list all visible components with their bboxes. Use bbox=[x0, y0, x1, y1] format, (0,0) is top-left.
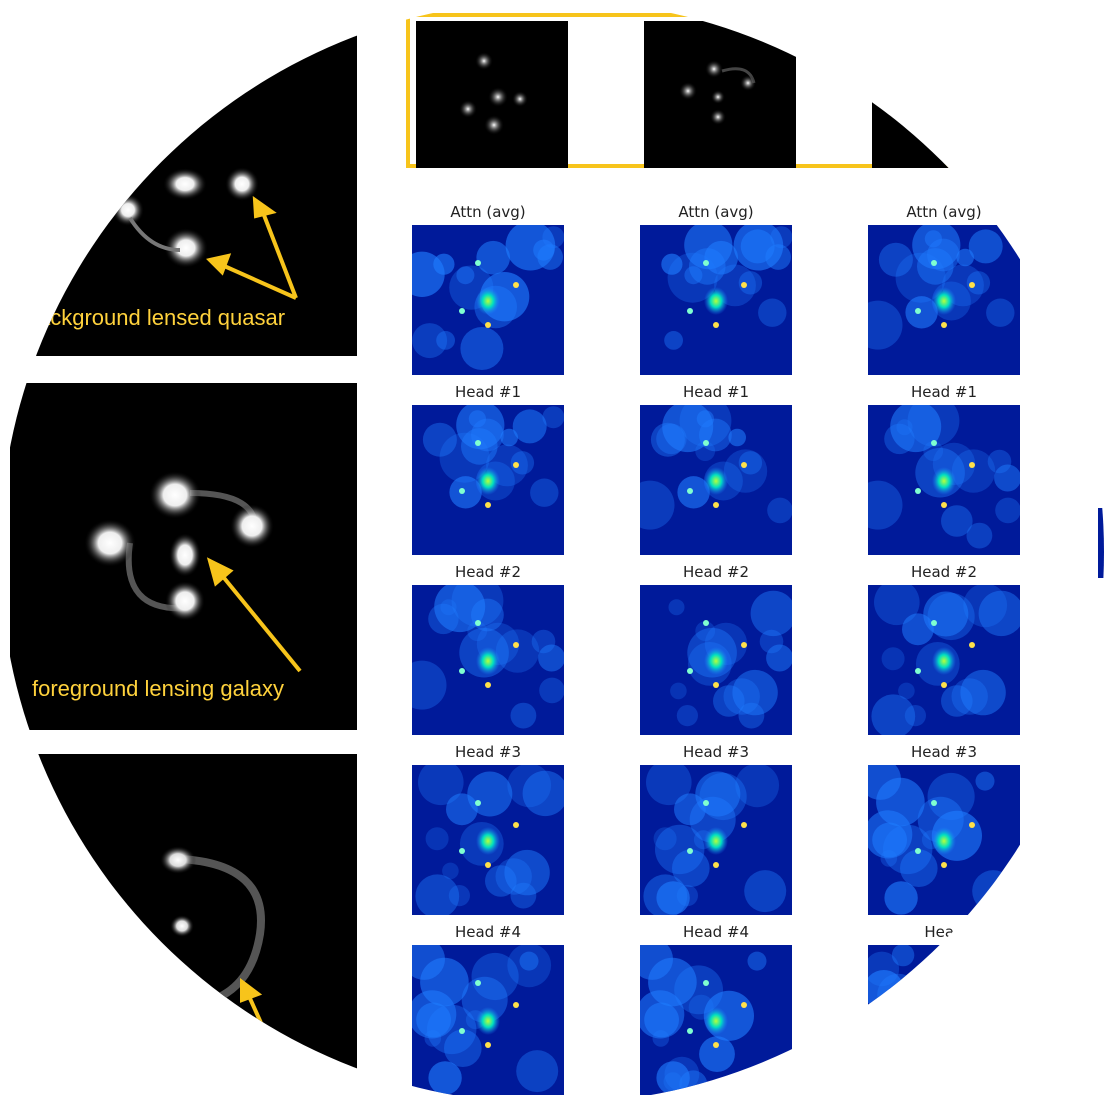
edge-heatmap-sliver bbox=[1098, 508, 1104, 578]
lens-image-bottom bbox=[160, 846, 277, 1055]
input-thumbnail-1 bbox=[416, 21, 568, 168]
attention-heatmap bbox=[412, 585, 564, 735]
attention-heatmap bbox=[412, 945, 564, 1095]
attention-heatmap bbox=[868, 405, 1020, 555]
arrow-icon bbox=[240, 978, 277, 1055]
arrow-icon bbox=[206, 557, 302, 673]
heatmap-title: Attn (avg) bbox=[678, 203, 754, 221]
input-thumbnail-2 bbox=[644, 21, 796, 168]
heatmap-title: Head #4 bbox=[682, 923, 750, 941]
heatmap-title: Head #4 bbox=[454, 923, 522, 941]
heatmap-title: Head #2 bbox=[910, 563, 978, 581]
heatmap-title: Attn (avg) bbox=[450, 203, 526, 221]
heatmap-title: Head #3 bbox=[910, 743, 978, 761]
heatmap-title: Head #1 bbox=[454, 383, 522, 401]
attention-heatmap bbox=[640, 225, 792, 375]
attention-heatmap bbox=[640, 765, 792, 915]
heatmap-title: Head #1 bbox=[910, 383, 978, 401]
attention-heatmap bbox=[412, 405, 564, 555]
heatmap-title: Head #2 bbox=[682, 563, 750, 581]
lens-image-middle bbox=[84, 471, 302, 673]
lens-panel-top: ackground lensed quasar bbox=[0, 0, 357, 356]
attention-heatmap bbox=[868, 225, 1020, 375]
attention-heatmap bbox=[868, 585, 1020, 735]
lens-image-top bbox=[112, 167, 298, 300]
galaxy-annotation: foreground lensing galaxy bbox=[32, 676, 284, 701]
input-thumbnail-3 bbox=[872, 21, 1024, 168]
attention-heatmap bbox=[412, 225, 564, 375]
attention-heatmap bbox=[868, 945, 1020, 1095]
heatmap-title: Attn (avg) bbox=[906, 203, 982, 221]
heatmap-title: Head #3 bbox=[682, 743, 750, 761]
heatmap-title: Head #2 bbox=[454, 563, 522, 581]
lens-panel-middle: foreground lensing galaxy bbox=[10, 383, 357, 730]
heatmap-title: Head #1 bbox=[682, 383, 750, 401]
attention-heatmap bbox=[640, 585, 792, 735]
arrow-icon bbox=[206, 195, 298, 300]
attention-heatmap bbox=[640, 405, 792, 555]
attention-heatmap bbox=[412, 765, 564, 915]
heatmap-title: Head #3 bbox=[454, 743, 522, 761]
quasar-annotation: ackground lensed quasar bbox=[38, 305, 286, 330]
highlighted-input-strip bbox=[406, 13, 1056, 168]
attention-heatmap bbox=[868, 765, 1020, 915]
lens-panel-bottom bbox=[30, 754, 357, 1104]
attention-heatmap bbox=[640, 945, 792, 1095]
heatmap-title: Head bbox=[924, 923, 964, 941]
